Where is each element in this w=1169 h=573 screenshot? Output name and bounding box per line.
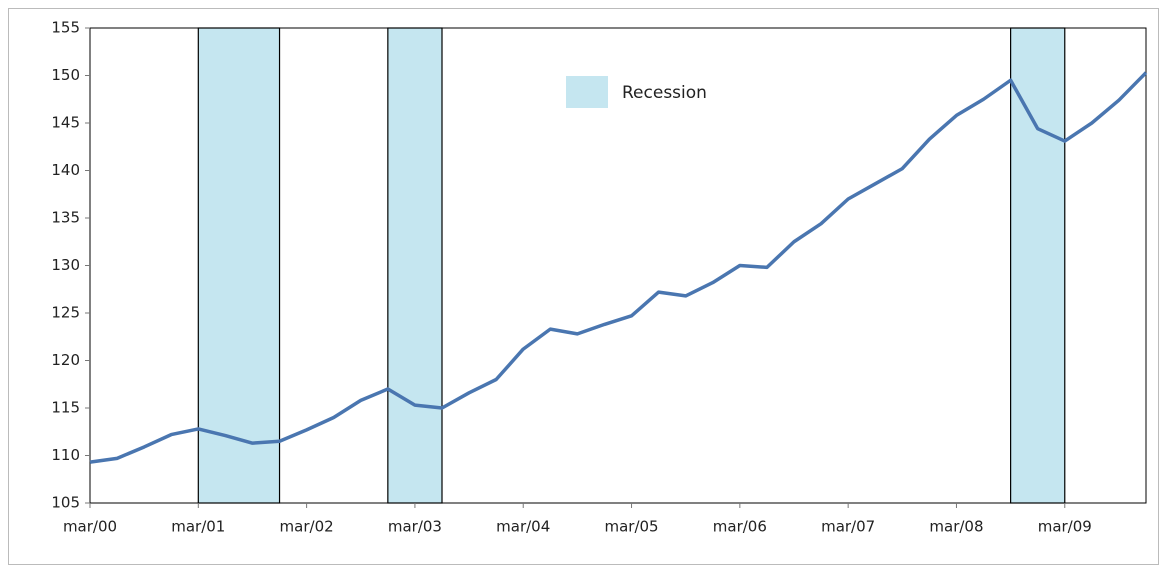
recession-band (387, 27, 443, 504)
y-tick-label: 105 (51, 494, 80, 512)
x-tick-label: mar/08 (929, 518, 983, 536)
y-tick-label: 120 (51, 351, 80, 369)
x-tick-label: mar/03 (388, 518, 442, 536)
y-tick-label: 125 (51, 304, 80, 322)
y-tick-label: 130 (51, 256, 80, 274)
x-tick-label: mar/04 (496, 518, 550, 536)
y-tick-label: 115 (51, 399, 80, 417)
x-tick-label: mar/06 (713, 518, 767, 536)
data-line (89, 71, 1148, 464)
y-tick-label: 140 (51, 161, 80, 179)
x-tick-label: mar/01 (171, 518, 225, 536)
y-tick-label: 110 (51, 446, 80, 464)
recession-band (1010, 27, 1066, 504)
x-tick-label: mar/05 (604, 518, 658, 536)
y-tick-label: 150 (51, 66, 80, 84)
y-tick-label: 135 (51, 209, 80, 227)
x-tick-label: mar/09 (1038, 518, 1092, 536)
x-tick-label: mar/02 (280, 518, 334, 536)
legend-swatch (566, 76, 608, 108)
x-tick-label: mar/00 (63, 518, 117, 536)
y-tick-label: 155 (51, 19, 80, 37)
recession-band (197, 27, 281, 504)
y-tick-label: 145 (51, 114, 80, 132)
legend-label: Recession (622, 83, 707, 103)
x-tick-label: mar/07 (821, 518, 875, 536)
